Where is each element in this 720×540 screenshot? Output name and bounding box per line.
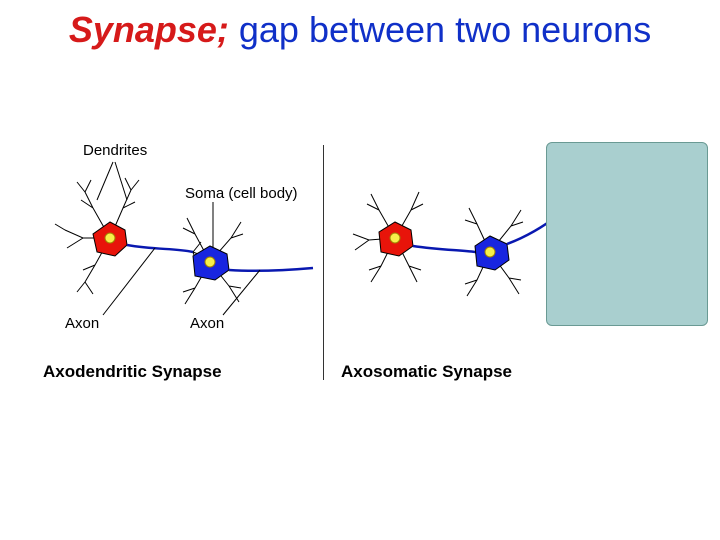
label-soma: Soma (cell body) bbox=[185, 185, 298, 202]
title-def: gap between two neurons bbox=[229, 9, 651, 50]
title-term: Synapse; bbox=[69, 9, 229, 50]
label-axon-right: Axon bbox=[190, 315, 224, 332]
left-panel-svg bbox=[35, 130, 315, 340]
panel-divider bbox=[323, 145, 324, 380]
overlay-box bbox=[546, 142, 708, 326]
caption-right: Axosomatic Synapse bbox=[341, 362, 512, 382]
left-panel: Dendrites Soma (cell body) Axon Axon Axo… bbox=[35, 130, 315, 420]
label-dendrites: Dendrites bbox=[83, 142, 147, 159]
caption-left: Axodendritic Synapse bbox=[43, 362, 222, 382]
slide-title: Synapse; gap between two neurons bbox=[0, 0, 720, 51]
label-axon-left: Axon bbox=[65, 315, 99, 332]
